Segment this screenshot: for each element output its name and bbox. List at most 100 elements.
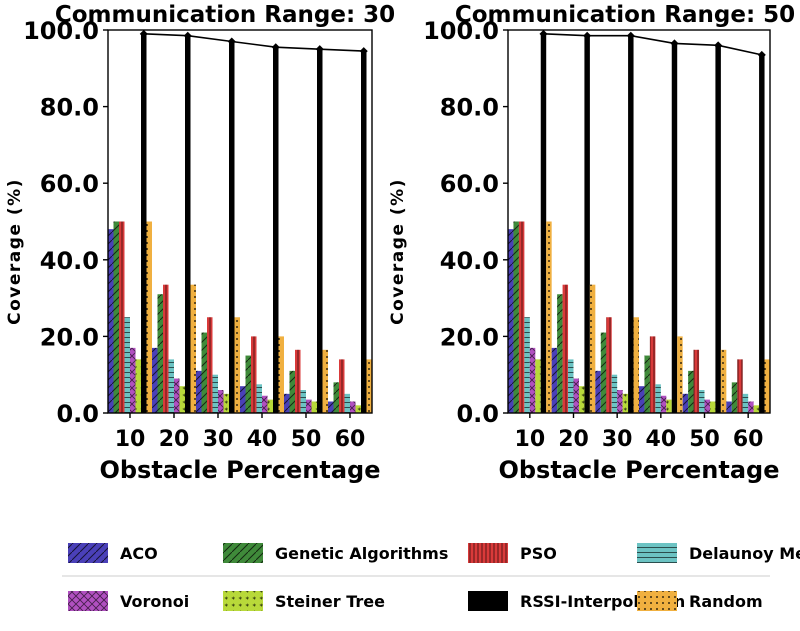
bar-hatch-pso-20 <box>163 284 169 413</box>
x-axis-label: Obstacle Percentage <box>498 456 779 484</box>
bar-hatch-steiner-tree-20 <box>578 386 585 413</box>
y-tick-label: 80.0 <box>440 94 499 122</box>
legend-item-pso: PSO <box>468 543 557 563</box>
bar-hatch-aco-20 <box>152 347 158 413</box>
bar-hatch-genetic-algorithms-50 <box>289 370 295 413</box>
x-tick-label: 20 <box>159 427 190 452</box>
x-tick-label: 30 <box>203 427 234 452</box>
x-axis-label: Obstacle Percentage <box>99 456 380 484</box>
bar-hatch-steiner-tree-60 <box>355 405 361 413</box>
bar-hatch-random-30 <box>234 317 240 413</box>
bar-hatch-aco-30 <box>595 370 601 413</box>
bar-hatch-delaunoy-method-50 <box>300 390 306 413</box>
bar-hatch-steiner-tree-50 <box>709 401 716 413</box>
y-tick-label: 0.0 <box>56 400 99 428</box>
bar-hatch-random-40 <box>278 336 284 413</box>
bar-hatch-voronoi-20 <box>573 378 579 413</box>
bar-hatch-random-10 <box>546 221 552 413</box>
rssi-marker-30 <box>227 37 236 46</box>
bar-rssi-interpolation-60 <box>361 51 367 414</box>
y-tick-label: 60.0 <box>440 170 499 198</box>
rssi-marker-10 <box>139 29 148 38</box>
plot-frame <box>507 29 771 414</box>
x-tick-label: 40 <box>247 427 278 452</box>
bar-hatch-genetic-algorithms-30 <box>600 332 607 413</box>
bar-hatch-delaunoy-method-10 <box>124 317 130 413</box>
bar-hatch-aco-10 <box>508 229 514 413</box>
y-tick-label: 40.0 <box>440 247 499 275</box>
legend-label: Steiner Tree <box>275 592 385 611</box>
bar-hatch-pso-10 <box>518 221 525 413</box>
x-tick-label: 10 <box>115 427 146 452</box>
rssi-marker-60 <box>359 47 368 56</box>
bar-hatch-voronoi-60 <box>748 401 754 413</box>
y-axis-label: Coverage (%) <box>5 178 25 325</box>
bar-hatch-aco-40 <box>240 386 246 413</box>
bar-rssi-interpolation-40 <box>671 43 678 413</box>
legend-label: PSO <box>520 544 557 563</box>
bar-hatch-delaunoy-method-40 <box>256 384 262 413</box>
bar-hatch-pso-40 <box>251 336 257 413</box>
bar-hatch-steiner-tree-20 <box>179 386 185 413</box>
legend: ACO Genetic Algorithms PSO Delaunoy Method V… <box>62 543 800 611</box>
bar-hatch-aco-40 <box>639 386 645 413</box>
bar-hatch-aco-30 <box>196 370 202 413</box>
legend-item-aco: ACO <box>68 543 158 563</box>
bar-rssi-interpolation-10 <box>540 33 547 413</box>
bar-hatch-genetic-algorithms-20 <box>557 294 563 413</box>
legend-swatch-hatch <box>223 543 263 563</box>
rssi-marker-20 <box>183 31 192 40</box>
bar-hatch-random-50 <box>322 349 328 413</box>
y-tick-label: 20.0 <box>40 323 99 351</box>
legend-item-steiner-tree: Steiner Tree <box>223 591 385 611</box>
bar-hatch-random-20 <box>190 284 196 413</box>
bar-hatch-genetic-algorithms-40 <box>644 355 650 413</box>
bar-hatch-delaunoy-method-30 <box>212 374 218 413</box>
bar-rssi-interpolation-40 <box>273 47 279 414</box>
bar-hatch-delaunoy-method-60 <box>344 393 350 413</box>
legend-label: Voronoi <box>120 592 189 611</box>
bar-hatch-voronoi-60 <box>350 401 356 413</box>
bar-hatch-steiner-tree-10 <box>135 359 141 413</box>
legend-swatch-hatch <box>223 591 263 611</box>
bar-hatch-voronoi-10 <box>529 347 536 413</box>
rssi-marker-60 <box>757 50 766 59</box>
bar-hatch-delaunoy-method-50 <box>699 390 705 413</box>
bar-hatch-delaunoy-method-20 <box>568 359 574 413</box>
bar-hatch-pso-30 <box>207 317 213 413</box>
y-tick-label: 0.0 <box>456 400 499 428</box>
y-tick-label: 60.0 <box>40 170 99 198</box>
bar-hatch-pso-40 <box>649 336 656 413</box>
bar-hatch-voronoi-20 <box>174 378 180 413</box>
chart-panel-1: Communication Range: 30 0.0 20.0 40.0 60.0 80… <box>5 2 395 484</box>
bar-hatch-random-50 <box>720 349 727 413</box>
plot-frame <box>107 29 373 414</box>
bar-hatch-pso-10 <box>119 221 125 413</box>
legend-item-delaunoy-method: Delaunoy Method <box>637 543 800 563</box>
chart-title: Communication Range: 50 <box>455 2 795 28</box>
bar-hatch-voronoi-30 <box>218 390 224 413</box>
bar-hatch-genetic-algorithms-40 <box>245 355 251 413</box>
bar-rssi-interpolation-30 <box>229 41 235 414</box>
rssi-marker-50 <box>714 41 723 50</box>
bar-hatch-steiner-tree-60 <box>753 405 760 413</box>
bar-hatch-random-20 <box>589 284 596 413</box>
bar-hatch-aco-10 <box>108 229 114 413</box>
bar-rssi-interpolation-50 <box>715 45 721 413</box>
y-axis-label: Coverage (%) <box>388 178 408 325</box>
bar-hatch-random-60 <box>366 359 372 413</box>
bar-hatch-aco-60 <box>328 401 334 413</box>
legend-swatch-hatch <box>637 591 677 611</box>
y-tick-label: 100.0 <box>423 17 499 45</box>
rssi-marker-20 <box>583 31 592 40</box>
bar-hatch-pso-20 <box>562 284 569 413</box>
chart-panel-2: Communication Range: 50 0.0 20.0 40.0 60.0 80… <box>388 2 795 484</box>
bar-hatch-genetic-algorithms-10 <box>513 221 519 413</box>
legend-item-voronoi: Voronoi <box>68 591 189 611</box>
y-tick-label: 100.0 <box>23 17 99 45</box>
bar-rssi-interpolation-50 <box>317 49 323 414</box>
bar-hatch-pso-50 <box>693 349 700 413</box>
bar-hatch-genetic-algorithms-30 <box>201 332 207 413</box>
